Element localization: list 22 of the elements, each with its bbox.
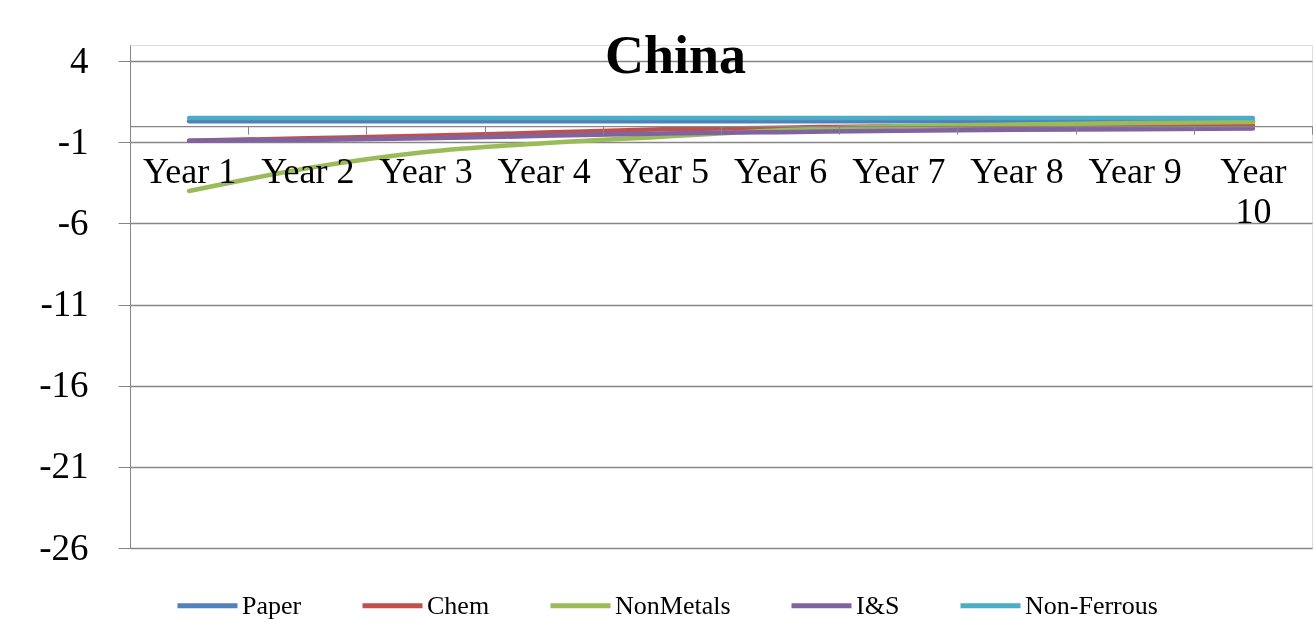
x-tick-label: Year 6 bbox=[733, 150, 828, 191]
legend-label: Paper bbox=[242, 590, 302, 620]
x-tick-label: Year 10 bbox=[1220, 150, 1287, 231]
chart-title: China bbox=[605, 25, 747, 86]
x-tick-label: Year 1 bbox=[142, 150, 237, 191]
y-tick-label: 4 bbox=[70, 39, 89, 81]
x-tick-label: Year 8 bbox=[970, 150, 1064, 191]
legend-label: Chem bbox=[427, 590, 490, 620]
y-tick-label: -6 bbox=[57, 201, 89, 243]
y-tick-label: -11 bbox=[40, 283, 89, 325]
legend-label: Non-Ferrous bbox=[1025, 590, 1158, 620]
x-tick-label: Year 5 bbox=[615, 150, 710, 191]
x-tick-label: Year 3 bbox=[379, 150, 473, 191]
y-tick-label: -21 bbox=[39, 445, 89, 487]
legend-label: I&S bbox=[856, 590, 900, 620]
y-tick-label: -16 bbox=[39, 364, 89, 406]
legend-label: NonMetals bbox=[615, 590, 731, 620]
y-tick-label: -26 bbox=[39, 526, 89, 568]
x-tick-label: Year 9 bbox=[1088, 150, 1182, 191]
y-tick-label: -1 bbox=[57, 120, 89, 162]
x-tick-label: Year 7 bbox=[852, 150, 946, 191]
x-tick-label: Year 4 bbox=[497, 150, 591, 191]
